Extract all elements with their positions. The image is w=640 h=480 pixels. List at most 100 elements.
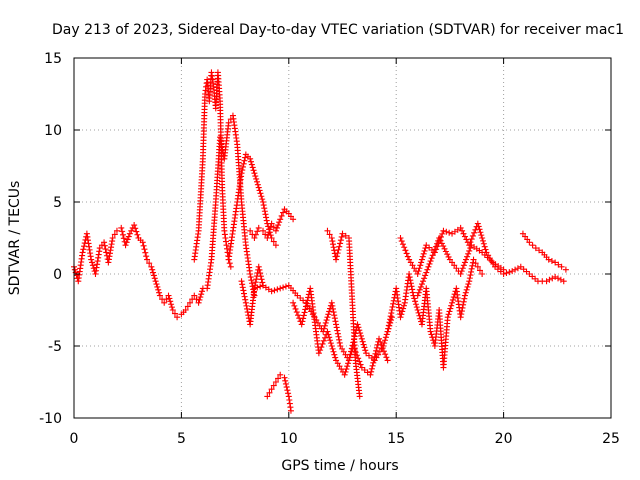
x-tick-label: 15 xyxy=(387,431,405,447)
data-point xyxy=(329,302,336,309)
data-point xyxy=(344,363,351,370)
data-point xyxy=(461,259,468,266)
data-point xyxy=(242,299,249,306)
data-point xyxy=(272,227,279,234)
data-point xyxy=(111,231,118,238)
data-point xyxy=(326,231,333,238)
data-point xyxy=(546,276,553,283)
data-point xyxy=(266,389,273,396)
data-point xyxy=(251,170,258,177)
data-point xyxy=(336,339,343,346)
data-point xyxy=(428,255,435,262)
data-point xyxy=(302,306,309,313)
data-point xyxy=(379,345,386,352)
data-point xyxy=(321,325,328,332)
data-point xyxy=(261,205,268,212)
data-point xyxy=(109,235,116,241)
data-point xyxy=(247,271,254,277)
x-tick-label: 20 xyxy=(495,431,513,447)
data-point xyxy=(425,263,432,270)
data-point xyxy=(555,275,562,282)
data-point xyxy=(457,314,464,321)
data-point xyxy=(357,330,364,337)
data-point xyxy=(119,228,126,235)
data-point xyxy=(280,284,287,291)
data-point xyxy=(161,299,168,306)
data-point xyxy=(378,341,385,348)
data-point xyxy=(270,238,277,245)
data-point xyxy=(168,304,175,311)
data-point xyxy=(333,321,340,328)
data-point xyxy=(474,263,481,270)
data-point xyxy=(291,302,298,309)
data-point xyxy=(330,244,337,251)
series-arc13 xyxy=(414,235,507,299)
data-point xyxy=(290,299,297,306)
data-point xyxy=(81,243,88,250)
data-point xyxy=(461,292,468,299)
data-point xyxy=(330,309,337,316)
data-point xyxy=(126,230,133,237)
data-point xyxy=(335,333,342,340)
data-point xyxy=(257,283,264,290)
series-arc1 xyxy=(71,222,206,321)
data-point xyxy=(327,340,334,347)
data-point xyxy=(385,322,392,329)
data-point xyxy=(382,337,389,344)
data-point xyxy=(432,243,439,250)
data-point xyxy=(217,137,224,144)
data-point xyxy=(274,286,281,293)
data-point xyxy=(461,233,468,240)
data-point xyxy=(270,224,277,231)
data-point xyxy=(552,273,559,280)
data-point xyxy=(442,248,449,255)
data-point xyxy=(384,328,391,335)
data-point xyxy=(260,202,267,209)
data-point xyxy=(440,227,447,234)
data-point xyxy=(256,266,263,273)
y-tick-label: -5 xyxy=(48,339,62,355)
data-point xyxy=(261,208,268,215)
data-point xyxy=(182,307,189,313)
data-point xyxy=(184,303,191,310)
data-point xyxy=(397,314,404,321)
data-point xyxy=(417,283,424,290)
data-point xyxy=(406,271,413,277)
data-point xyxy=(120,235,127,242)
data-point xyxy=(419,253,426,260)
data-point xyxy=(217,134,224,141)
data-point xyxy=(332,354,339,361)
data-point xyxy=(414,292,421,299)
data-point xyxy=(367,371,374,378)
data-point xyxy=(328,343,335,349)
data-point xyxy=(249,164,256,171)
data-point xyxy=(226,260,233,267)
y-tick-label: 10 xyxy=(44,123,62,139)
data-point xyxy=(282,283,289,290)
data-point xyxy=(343,366,350,373)
data-point xyxy=(324,328,331,335)
data-point xyxy=(143,253,150,260)
data-point xyxy=(154,283,161,290)
data-point xyxy=(427,328,434,335)
data-point xyxy=(256,187,263,194)
data-point xyxy=(331,351,338,358)
data-point xyxy=(387,316,394,323)
data-point xyxy=(440,243,447,250)
data-point xyxy=(360,341,367,348)
data-point xyxy=(548,258,555,265)
data-point xyxy=(438,240,445,247)
data-point xyxy=(459,304,466,311)
data-point xyxy=(247,227,254,234)
data-point xyxy=(409,286,416,293)
data-point xyxy=(361,344,368,351)
data-point xyxy=(368,365,375,372)
data-point xyxy=(124,236,131,243)
data-point xyxy=(439,230,446,237)
data-point xyxy=(171,310,178,317)
data-point xyxy=(259,279,266,286)
data-point xyxy=(334,250,341,257)
data-point xyxy=(445,253,452,260)
data-point xyxy=(248,277,255,284)
data-point xyxy=(423,269,430,276)
